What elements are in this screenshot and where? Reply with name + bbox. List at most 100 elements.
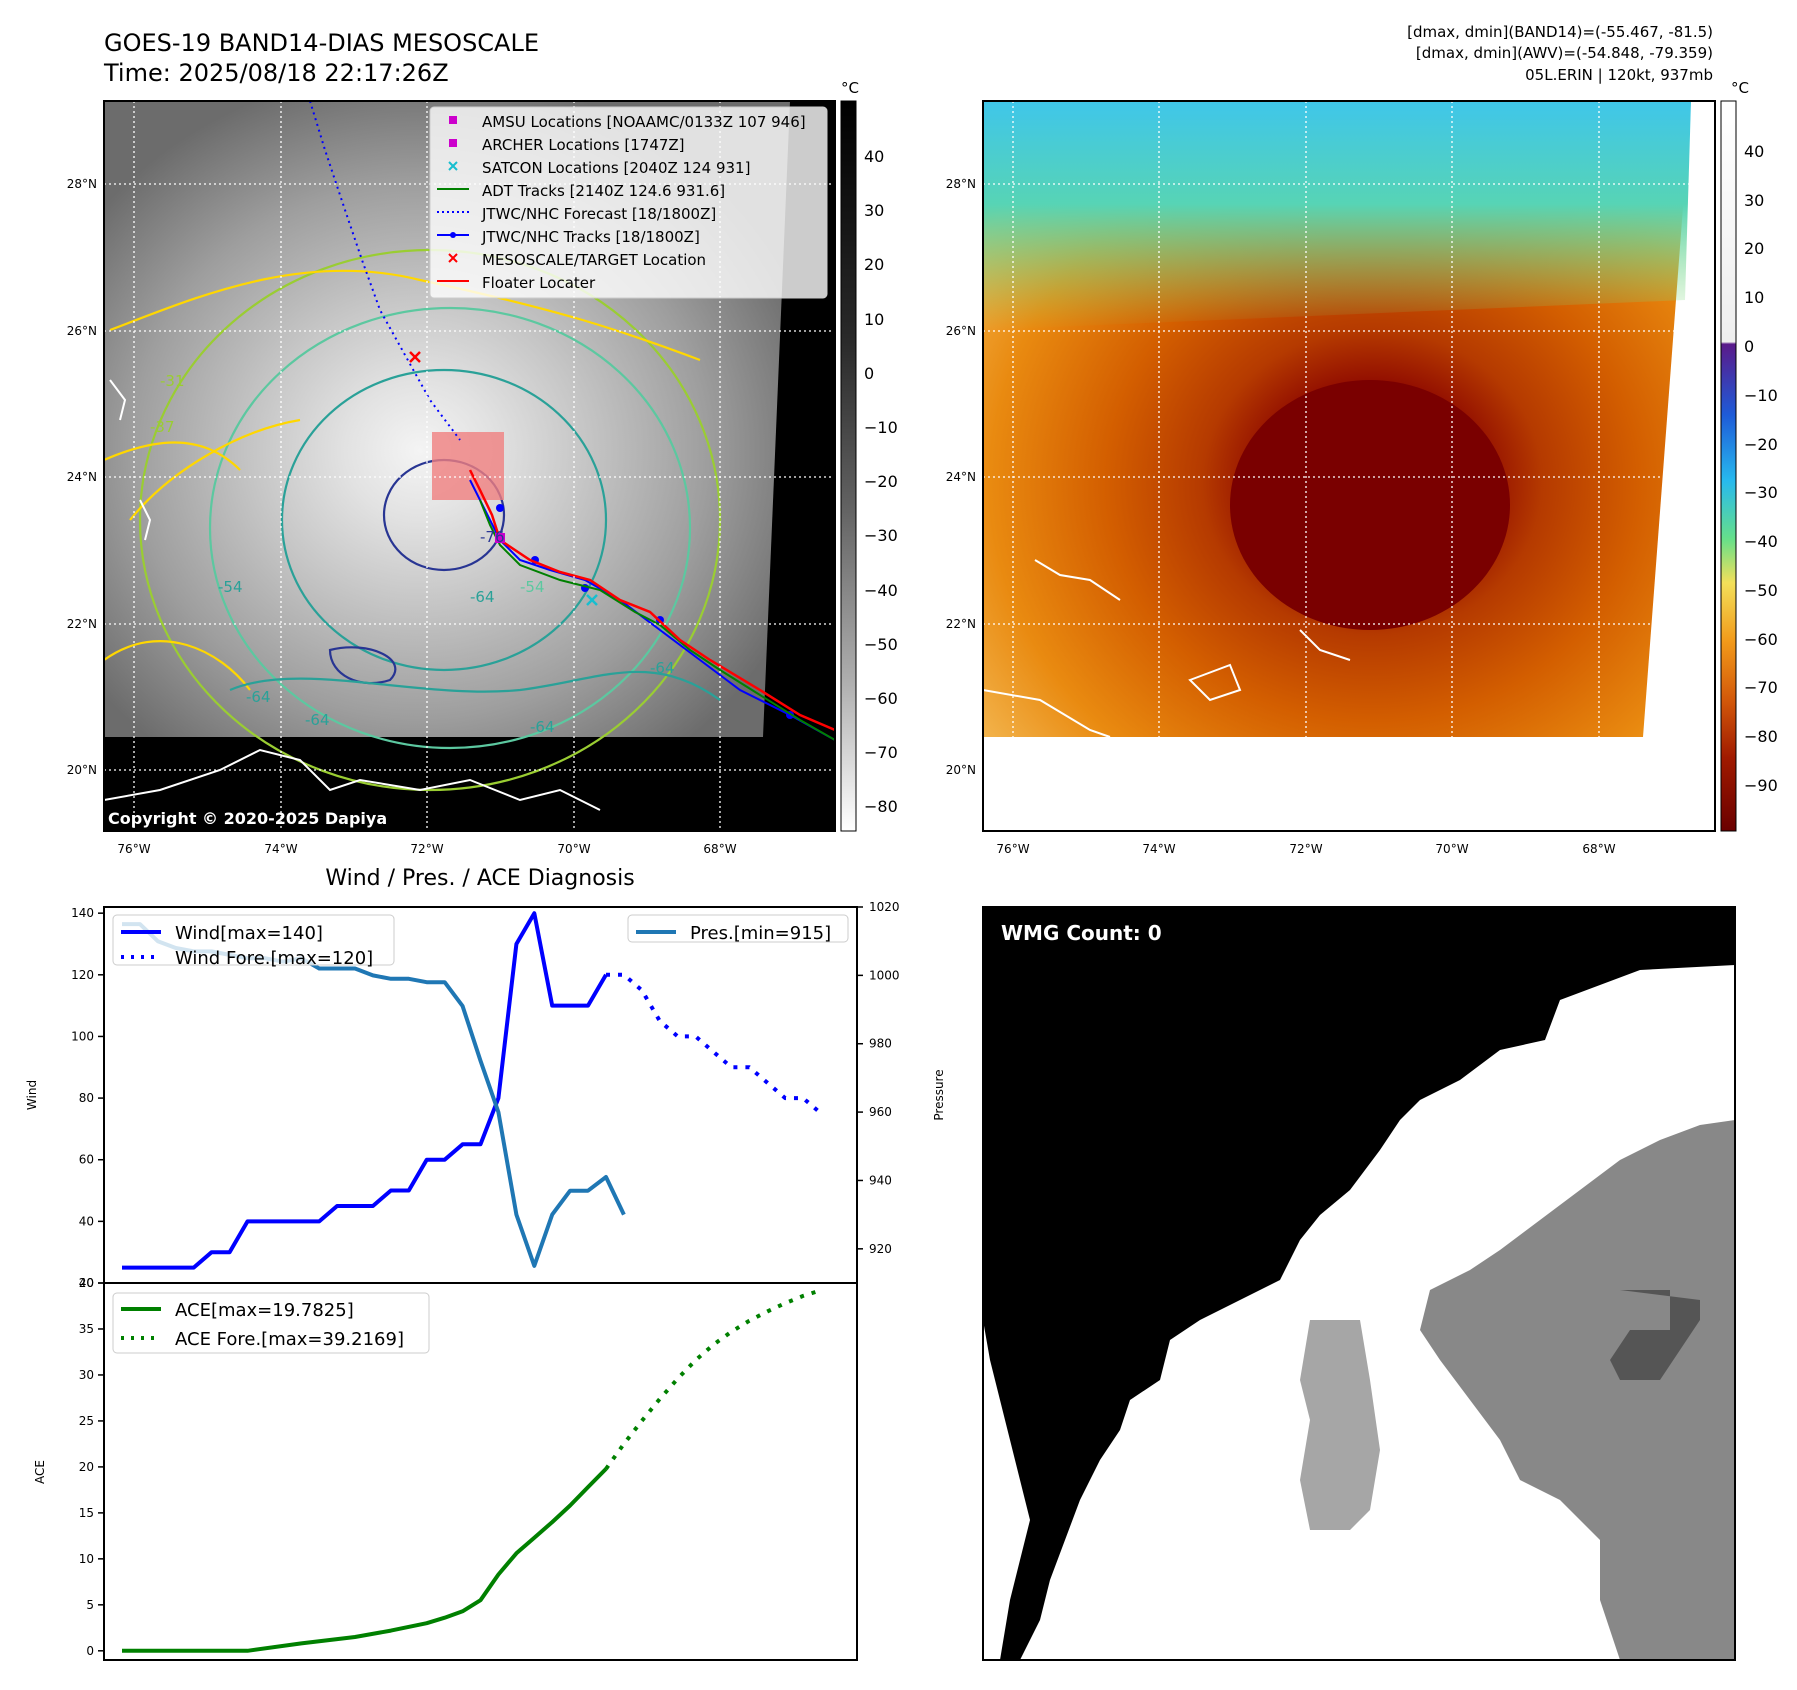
- legend-floater-label: Floater Locater: [482, 274, 596, 292]
- figure-title: GOES-19 BAND14-DIAS MESOSCALE: [104, 29, 539, 57]
- contour-label: -54: [520, 578, 545, 596]
- floater-track: [468, 469, 835, 732]
- ace-tick-label: 0: [86, 1644, 94, 1658]
- ace-tick-label: 25: [79, 1414, 94, 1428]
- ace-tick-label: 35: [79, 1322, 94, 1336]
- wmg-gray-region: [1420, 1120, 1735, 1660]
- satcon-marker: [586, 594, 598, 606]
- colorbar-tick: −70: [1744, 678, 1778, 697]
- colorbar-tick: −80: [1744, 727, 1778, 746]
- wind-chart-frame: [103, 906, 858, 1284]
- awv-map-frame: [982, 100, 1716, 832]
- awv-gridlines: [983, 101, 1715, 831]
- colorbar-tick: −60: [864, 689, 898, 708]
- awv-map-panel: 28°N 26°N 24°N 22°N 20°N 76°W 74°W 72°W …: [946, 100, 1716, 856]
- colorbar-tick: 0: [1744, 337, 1754, 356]
- awv-imagery-dry: [983, 101, 1691, 330]
- figure-time: Time: 2025/08/18 22:17:26Z: [103, 59, 449, 87]
- pressure-legend-box: [627, 914, 849, 943]
- wind-tick-label: 100: [71, 1029, 94, 1043]
- lat-label: 28°N: [67, 177, 97, 191]
- legend-satcon-label: SATCON Locations [2040Z 124 931]: [482, 159, 750, 177]
- lon-label: 68°W: [1582, 842, 1615, 856]
- ace-tick-label: 5: [86, 1598, 94, 1612]
- ace-tick-label: 40: [79, 1276, 94, 1290]
- contour-label: -54: [218, 578, 243, 596]
- colorbar-tick: −10: [864, 418, 898, 437]
- wmg-frame: [982, 906, 1736, 1661]
- legend-tracks-label: JTWC/NHC Tracks [18/1800Z]: [481, 228, 700, 246]
- awv-coastlines: [983, 559, 1351, 738]
- series-line-1: [606, 972, 823, 1116]
- colorbar-tick: −30: [864, 526, 898, 545]
- colorbar-tick: −30: [1744, 483, 1778, 502]
- ir-legend: AMSU Locations [NOAAMC/0133Z 107 946] AR…: [429, 106, 828, 299]
- contour-label: -64: [305, 711, 330, 729]
- ir-lon-labels: 76°W 74°W 72°W 70°W 68°W: [117, 842, 736, 856]
- lat-label: 22°N: [67, 617, 97, 631]
- colorbar-tick: 10: [1744, 288, 1764, 307]
- info-storm: 05L.ERIN | 120kt, 937mb: [1525, 66, 1713, 84]
- ace-axis-label: ACE: [33, 1460, 47, 1484]
- lon-label: 70°W: [1435, 842, 1468, 856]
- colorbar-tick: 40: [864, 147, 884, 166]
- colorbar-tick: −20: [864, 472, 898, 491]
- adt-track: [479, 499, 835, 741]
- ir-colorbar-unit: °C: [841, 79, 859, 97]
- colorbar-tick: −50: [1744, 581, 1778, 600]
- info-awv: [dmax, dmin](AWV)=(-54.848, -79.359): [1416, 44, 1713, 62]
- lat-label: 26°N: [67, 324, 97, 338]
- lat-label: 20°N: [946, 763, 976, 777]
- lat-label: 24°N: [946, 470, 976, 484]
- pressure-legend: Pres.[min=915]: [627, 914, 849, 944]
- wmg-count-label: WMG Count: 0: [1001, 921, 1162, 945]
- wmg-light-gray-region: [1300, 1320, 1380, 1530]
- legend-archer-label: ARCHER Locations [1747Z]: [482, 136, 685, 154]
- pressure-right-ticks: 920 940 960 980 1000 1020: [857, 900, 900, 1256]
- ace-tick-label: 20: [79, 1460, 94, 1474]
- lat-label: 24°N: [67, 470, 97, 484]
- lat-label: 28°N: [946, 177, 976, 191]
- ace-legend-label: ACE[max=19.7825]: [175, 1300, 354, 1321]
- ace-tick-label: 30: [79, 1368, 94, 1382]
- legend-adt-label: ADT Tracks [2140Z 124.6 931.6]: [482, 182, 725, 200]
- contour-label: -31: [160, 372, 185, 390]
- pressure-tick-label: 980: [869, 1037, 892, 1051]
- ace-tick-label: 10: [79, 1552, 94, 1566]
- wind-legend-box: [112, 914, 395, 966]
- wind-tick-label: 80: [79, 1091, 94, 1105]
- contour-label: -64: [470, 588, 495, 606]
- pressure-tick-label: 920: [869, 1242, 892, 1256]
- pressure-legend-label: Pres.[min=915]: [690, 923, 831, 944]
- legend-tracks-dot: [450, 232, 456, 238]
- wind-tick-label: 120: [71, 968, 94, 982]
- series-line-0: [122, 911, 608, 1270]
- colorbar-tick: −40: [1744, 532, 1778, 551]
- copyright-text: Copyright © 2020-2025 Dapiya: [108, 809, 387, 828]
- pressure-tick-label: 1000: [869, 968, 900, 982]
- floater-box: [432, 432, 504, 500]
- colorbar-tick: 30: [1744, 191, 1764, 210]
- colorbar-tick: −50: [864, 635, 898, 654]
- awv-colorbar: °C 40 30 20 10 0 −10 −20 −30 −40 −50 −60…: [1720, 79, 1778, 832]
- forecast-track: [309, 101, 461, 441]
- wind-axis-label: Wind: [25, 1080, 39, 1110]
- pressure-tick-label: 940: [869, 1173, 892, 1187]
- ir-colorbar-gradient: [840, 100, 857, 832]
- lon-label: 76°W: [117, 842, 150, 856]
- ir-colorbar-ticks: 40 30 20 10 0 −10 −20 −30 −40 −50 −60 −7…: [864, 147, 898, 816]
- lon-label: 72°W: [1289, 842, 1322, 856]
- pressure-tick-label: 1020: [869, 900, 900, 914]
- colorbar-tick: −60: [1744, 630, 1778, 649]
- lon-label: 72°W: [410, 842, 443, 856]
- ir-map-frame: [103, 100, 836, 832]
- pressure-tick-label: 960: [869, 1105, 892, 1119]
- lat-label: 26°N: [946, 324, 976, 338]
- colorbar-tick: −20: [1744, 435, 1778, 454]
- ace-series-line-0: [122, 1467, 608, 1653]
- lon-label: 74°W: [264, 842, 297, 856]
- wind-tick-label: 140: [71, 906, 94, 920]
- colorbar-tick: 0: [864, 364, 874, 383]
- contour-label: -76: [480, 528, 505, 546]
